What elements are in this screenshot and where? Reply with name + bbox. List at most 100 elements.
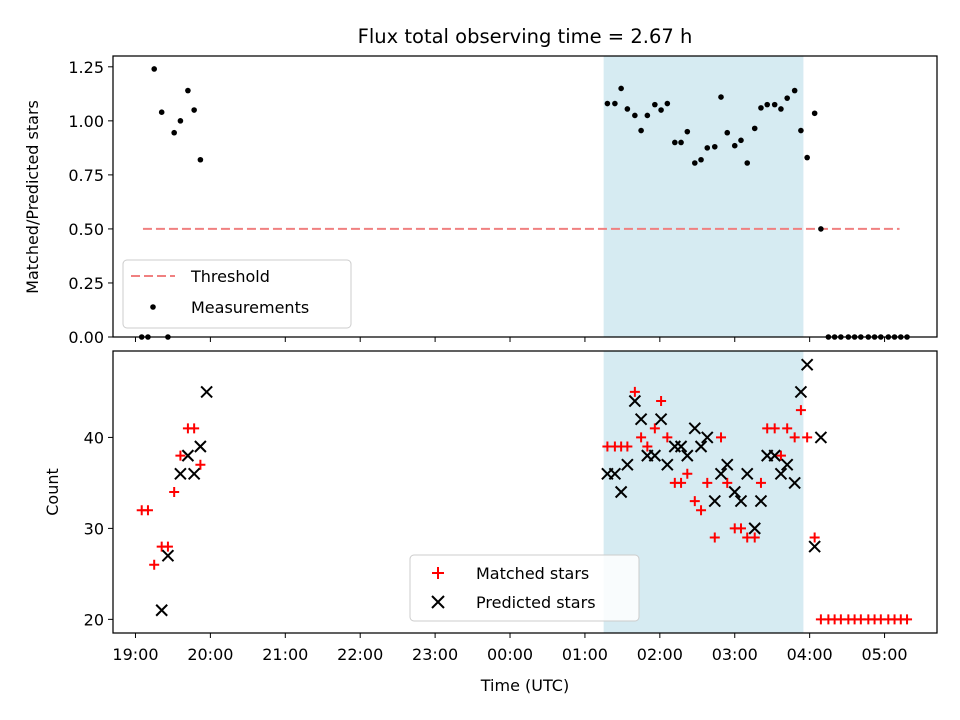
predicted-stars-point	[794, 385, 808, 399]
measurement-point	[158, 109, 165, 115]
measurements-legend-swatch	[150, 304, 156, 310]
predicted-stars-point	[200, 385, 213, 399]
predicted-stars-point	[621, 458, 634, 471]
matched-stars-point	[629, 386, 640, 397]
measurement-point	[612, 100, 618, 107]
measurement-point	[791, 87, 798, 94]
measurement-point	[698, 156, 704, 163]
x-tick-label: 19:00	[112, 645, 158, 664]
x-tick-label: 02:00	[637, 645, 683, 664]
measurement-point	[804, 154, 810, 161]
measurement-point	[171, 129, 177, 136]
predicted-stars-point	[780, 458, 794, 471]
measurement-point	[778, 106, 784, 112]
top-y-ticks: 0.00 0.25 0.50 0.75 1.00 1.25	[68, 58, 113, 347]
matched-stars-point	[696, 505, 707, 516]
measurement-point	[604, 100, 611, 107]
measurement-point	[644, 112, 651, 119]
matched-stars-point	[189, 423, 200, 434]
measurement-point	[151, 66, 157, 72]
top-shaded-span	[603, 56, 804, 337]
measurement-point	[684, 128, 691, 135]
measurement-point	[632, 112, 638, 119]
matched-stars-point	[622, 441, 633, 452]
bottom-legend: Matched stars Predicted stars	[409, 554, 640, 622]
predicted-stars-point	[800, 358, 814, 371]
measurement-point	[718, 94, 724, 100]
predicted-stars-point	[814, 431, 828, 444]
measurement-point	[191, 107, 197, 113]
predicted-stars-point	[748, 522, 761, 535]
predicted-stars-point	[728, 485, 741, 499]
measurement-point	[798, 127, 804, 134]
matched-stars-point	[789, 432, 800, 443]
bottom-y-axis-label: Count	[43, 468, 62, 516]
measurement-point	[664, 100, 671, 107]
measurement-point	[784, 95, 790, 101]
x-tick-label: 00:00	[487, 645, 533, 664]
x-axis-label: Time (UTC)	[480, 676, 569, 695]
x-tick-label: 22:00	[337, 645, 383, 664]
measurement-point	[764, 101, 771, 108]
y-tick-label: 40	[84, 428, 104, 447]
matched-stars-point	[649, 423, 660, 434]
predicted-stars-point	[741, 467, 754, 481]
matched-stars-point	[662, 432, 673, 443]
top-x-ticks	[134, 337, 886, 342]
predicted-stars-point	[701, 431, 714, 444]
measurement-point	[618, 85, 624, 92]
matched-stars-point	[676, 477, 687, 488]
predicted-stars-point	[721, 458, 734, 471]
predicted-stars-point	[661, 458, 674, 471]
matched-stars-point	[709, 532, 720, 543]
matched-stars-point	[716, 432, 727, 443]
predicted-stars-point	[774, 467, 788, 481]
measurement-point	[724, 129, 731, 136]
measurement-point	[731, 142, 738, 149]
predicted-stars-point	[634, 413, 648, 426]
predicted-stars-point	[681, 449, 694, 462]
predicted-stars-point	[654, 413, 668, 426]
matched-stars-point	[689, 496, 700, 507]
matched-stars-point	[162, 541, 173, 552]
measurement-point	[751, 125, 758, 132]
bottom-panel: 20 30 40 19:00 20:00 21:00 22:00 23:00 00:00 01:…	[43, 350, 938, 695]
y-tick-label: 20	[84, 610, 104, 629]
matched-stars-point	[749, 532, 760, 543]
measurement-point	[624, 106, 631, 112]
predicted-stars-point	[754, 494, 768, 508]
bottom-axes-frame	[112, 350, 938, 634]
y-tick-label: 0.75	[68, 166, 104, 185]
measurement-point	[652, 101, 658, 108]
measurement-point	[672, 139, 678, 146]
threshold-legend-label: Threshold	[190, 267, 270, 286]
matched-stars-point	[722, 477, 733, 488]
predicted-stars-points	[155, 358, 828, 617]
chart-title: Flux total observing time = 2.67 h	[358, 25, 693, 48]
x-tick-label: 01:00	[562, 645, 608, 664]
matched-stars-legend-swatch	[432, 567, 444, 579]
bottom-x-ticks: 19:00 20:00 21:00 22:00 23:00 00:00 01:00 02:00…	[112, 633, 908, 664]
matched-stars-point	[195, 459, 206, 470]
matched-stars-point	[755, 477, 766, 488]
predicted-stars-point	[808, 540, 821, 553]
matched-stars-point	[902, 614, 913, 625]
matched-stars-legend-label: Matched stars	[476, 564, 589, 583]
bottom-legend-box	[409, 554, 640, 622]
measurement-point	[818, 226, 824, 232]
predicted-stars-point	[648, 449, 662, 462]
x-tick-label: 04:00	[787, 645, 833, 664]
y-tick-label: 0.00	[68, 328, 104, 347]
x-tick-label: 03:00	[712, 645, 758, 664]
matched-stars-point	[795, 405, 806, 416]
predicted-stars-point	[788, 476, 801, 490]
matched-stars-point	[149, 559, 160, 570]
predicted-stars-point	[614, 485, 628, 499]
matched-stars-point	[735, 523, 746, 534]
measurement-point	[691, 160, 698, 166]
top-legend: Threshold Measurements	[122, 259, 352, 329]
measurement-point	[811, 110, 818, 117]
matched-stars-point	[702, 477, 713, 488]
measurement-point	[638, 127, 644, 134]
predicted-stars-point	[708, 494, 721, 508]
